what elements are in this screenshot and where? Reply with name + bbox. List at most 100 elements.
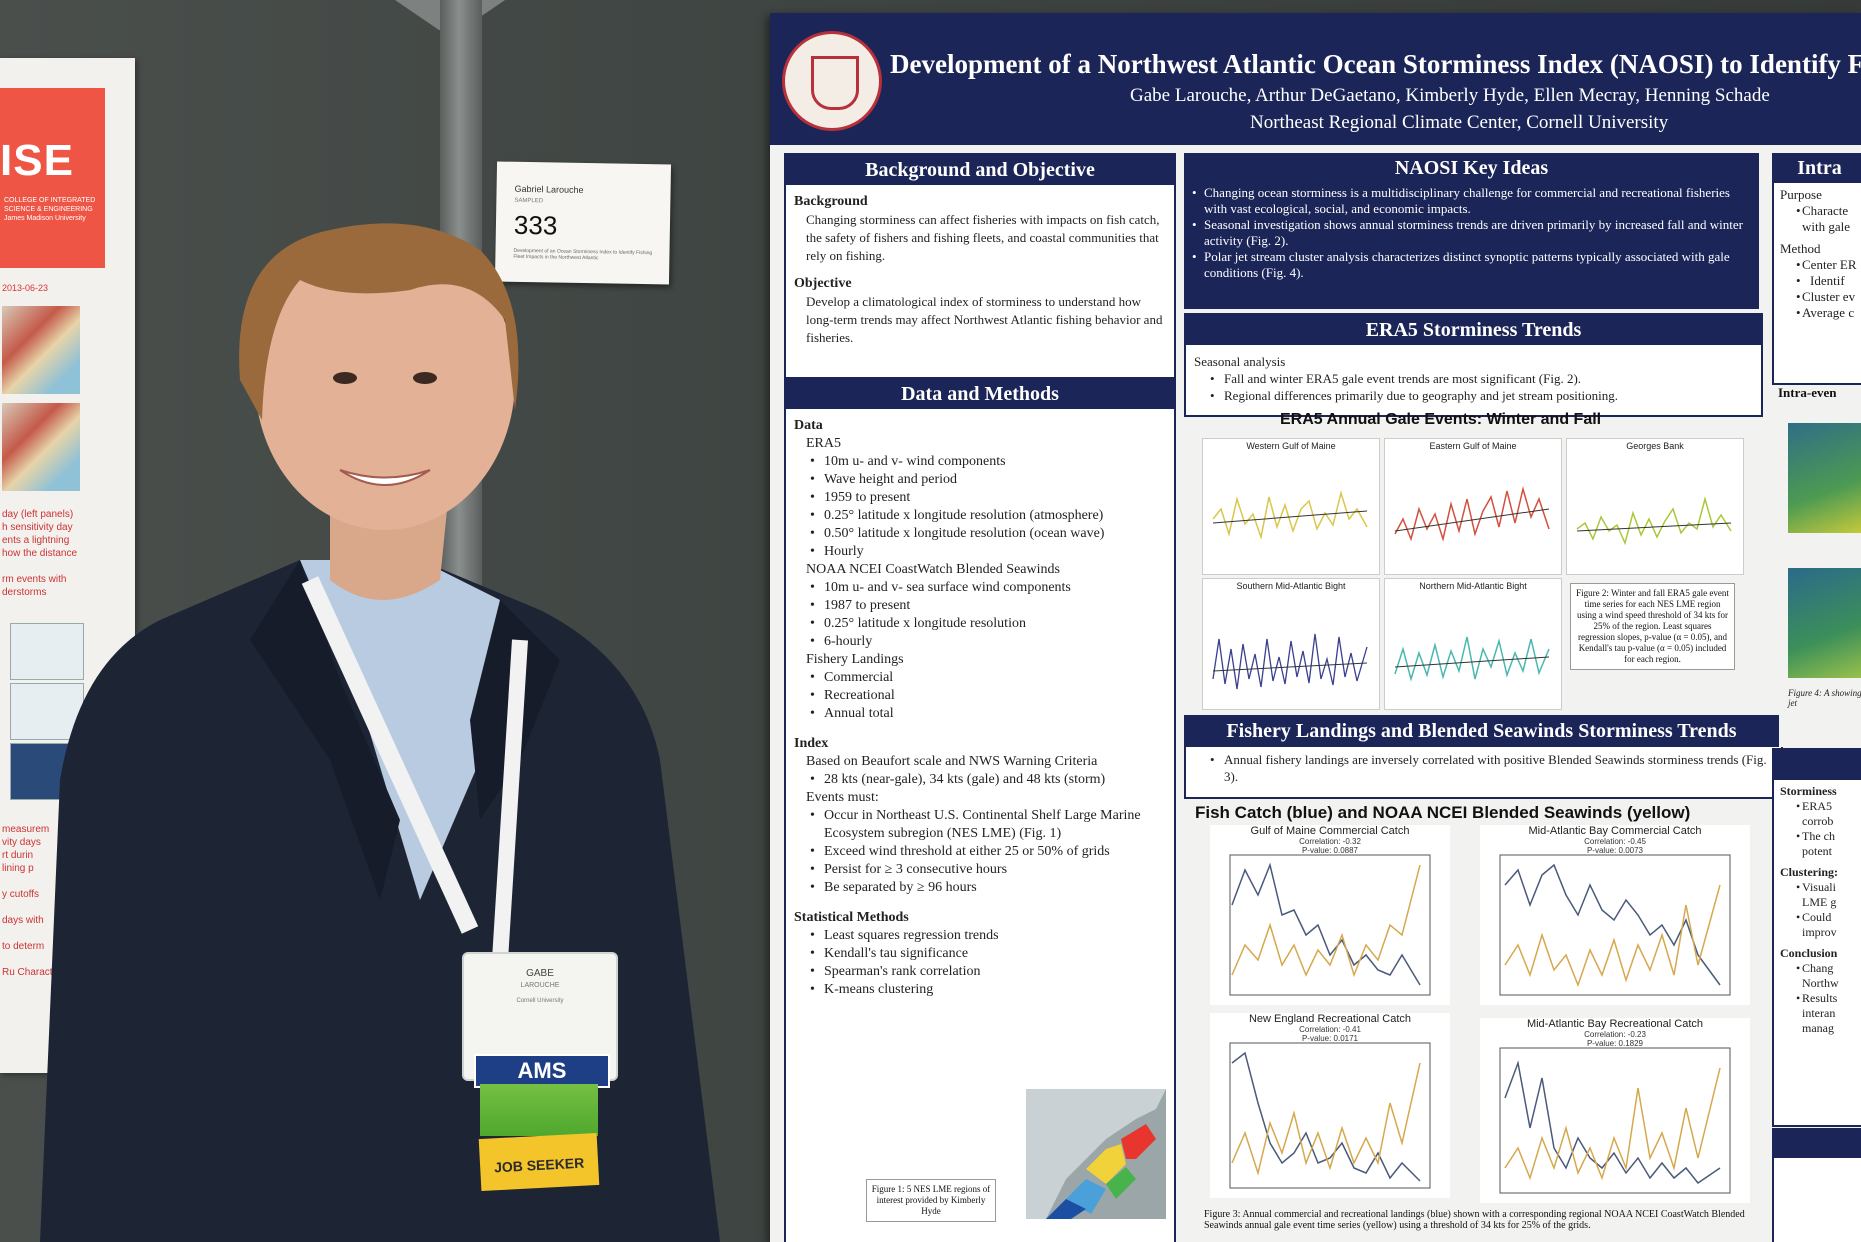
ams-logo: AMS xyxy=(474,1054,610,1088)
subheading: Clustering: xyxy=(1780,865,1838,879)
era5-panel-southern-mab: Southern Mid-Atlantic Bight xyxy=(1202,578,1380,710)
list-item: Polar jet stream cluster analysis charac… xyxy=(1190,249,1753,281)
list-item: Annual total xyxy=(794,705,1166,723)
list-item: Commercial xyxy=(794,669,1166,687)
poster-title: Development of a Northwest Atlantic Ocea… xyxy=(890,49,1861,79)
section-heading-intra: Intra xyxy=(1772,153,1861,183)
section-conclusions: Storminess ERA5 corrob The ch potent Clu… xyxy=(1772,748,1861,1127)
fishery-label: Fishery Landings xyxy=(806,652,904,667)
list-item: ERA5 corrob xyxy=(1780,799,1861,829)
era5-panel-georges-bank: Georges Bank xyxy=(1566,438,1744,575)
left-poster-map-2 xyxy=(2,403,80,491)
job-seeker-ribbon: JOB SEEKER xyxy=(478,1132,600,1192)
list-item: 0.50° latitude x longitude resolution (o… xyxy=(794,525,1166,543)
figure-1-caption: Figure 1: 5 NES LME regions of interest … xyxy=(866,1179,996,1222)
era5-panel-western-gulf: Western Gulf of Maine xyxy=(1202,438,1380,575)
list-item: Changing ocean storminess is a multidisc… xyxy=(1190,185,1753,217)
poster-authors: Gabe Larouche, Arthur DeGaetano, Kimberl… xyxy=(1130,85,1770,106)
badge-org: Cornell University xyxy=(516,998,564,1004)
figure-3-caption: Figure 3: Annual commercial and recreati… xyxy=(1200,1205,1768,1235)
list-item: 0.25° latitude x longitude resolution (a… xyxy=(794,507,1166,525)
section-background: Background and Objective Background Chan… xyxy=(784,153,1176,379)
list-item: Cluster ev xyxy=(1780,289,1861,305)
section-fishery-trends: Annual fishery landings are inversely co… xyxy=(1184,747,1783,799)
background-text: Changing storminess can affect fisheries… xyxy=(806,212,1160,263)
left-poster-text-1: day (left panels) h sensitivity day ents… xyxy=(2,509,78,598)
list-item: Regional differences primarily due to ge… xyxy=(1194,387,1753,404)
research-poster: Development of a Northwest Atlantic Ocea… xyxy=(770,13,1861,1242)
figure-2-caption: Figure 2: Winter and fall ERA5 gale even… xyxy=(1570,583,1735,670)
references xyxy=(1772,1158,1861,1242)
list-item: Visuali LME g xyxy=(1780,880,1861,910)
list-item: Hourly xyxy=(794,543,1166,561)
conference-badge: GABE LAROUCHE Cornell University AMS JOB… xyxy=(462,952,618,1192)
section-data-methods: Data and Methods Data ERA5 10m u- and v-… xyxy=(784,377,1176,1242)
list-item: K-means clustering xyxy=(794,981,1166,999)
list-item: Be separated by ≥ 96 hours xyxy=(794,879,1166,897)
list-item: Kendall's tau significance xyxy=(794,945,1166,963)
list-item: 10m u- and v- sea surface wind component… xyxy=(794,579,1166,597)
poster-affiliation: Northeast Regional Climate Center, Corne… xyxy=(1250,112,1669,133)
chart-mid-atlantic-commercial: Mid-Atlantic Bay Commercial Catch Correl… xyxy=(1480,825,1750,1005)
list-item: 1959 to present xyxy=(794,489,1166,507)
list-item: Could improv xyxy=(1780,910,1861,940)
left-poster-text-2: measurem vity days rt durin lining p y c… xyxy=(2,824,53,978)
list-item: Chang Northw xyxy=(1780,961,1861,991)
subheading: Storminess xyxy=(1780,784,1837,798)
left-poster-small-map-2 xyxy=(10,683,84,740)
list-item: Identif xyxy=(1780,273,1861,289)
figure-4-caption: Figure 4: A showing jet xyxy=(1788,688,1861,708)
list-item: 0.25° latitude x longitude resolution xyxy=(794,615,1166,633)
subheading: Index xyxy=(794,736,829,751)
list-item: Average c xyxy=(1780,305,1861,321)
badge-ribbon-green xyxy=(480,1084,598,1136)
list-item: 28 kts (near-gale), 34 kts (gale) and 48… xyxy=(794,771,1166,789)
section-heading: NAOSI Key Ideas xyxy=(1394,157,1549,179)
left-poster-small-map-1 xyxy=(10,623,84,680)
list-item: Recreational xyxy=(794,687,1166,705)
section-heading: Background and Objective xyxy=(786,155,1174,185)
list-item: 10m u- and v- wind components xyxy=(794,453,1166,471)
list-item: Annual fishery landings are inversely co… xyxy=(1194,751,1773,785)
references-heading xyxy=(1772,1128,1861,1158)
chart-mid-atlantic-recreational: Mid-Atlantic Bay Recreational Catch Corr… xyxy=(1480,1018,1750,1203)
left-poster-banner: ISE COLLEGE OF INTEGRATED SCIENCE & ENGI… xyxy=(0,88,105,268)
list-item: Seasonal investigation shows annual stor… xyxy=(1190,217,1753,249)
list-item: 1987 to present xyxy=(794,597,1166,615)
fishery-chart-title: Fish Catch (blue) and NOAA NCEI Blended … xyxy=(1195,803,1691,822)
banner-subtitle: COLLEGE OF INTEGRATED SCIENCE & ENGINEER… xyxy=(4,197,96,222)
index-text: Based on Beaufort scale and NWS Warning … xyxy=(806,754,1098,769)
list-item: Least squares regression trends xyxy=(794,927,1166,945)
list-item: Characte with gale xyxy=(1780,203,1861,235)
section-heading-fishery: Fishery Landings and Blended Seawinds St… xyxy=(1184,715,1779,747)
ncei-label: NOAA NCEI CoastWatch Blended Seawinds xyxy=(806,562,1060,577)
left-poster-date: 2013-06-23 xyxy=(2,283,49,293)
era5-panel-eastern-gulf: Eastern Gulf of Maine xyxy=(1384,438,1562,575)
chart-gulf-maine-commercial: Gulf of Maine Commercial Catch Correlati… xyxy=(1210,825,1450,1005)
banner-logo: ISE xyxy=(0,136,74,185)
badge-first-name: GABE xyxy=(526,968,554,979)
list-item: The ch potent xyxy=(1780,829,1861,859)
list-item: Occur in Northeast U.S. Continental Shel… xyxy=(794,807,1166,843)
subheading: Background xyxy=(794,194,868,209)
subheading: Purpose xyxy=(1780,187,1822,202)
list-item: Spearman's rank correlation xyxy=(794,963,1166,981)
intra-event-title: Intra-even xyxy=(1778,385,1837,400)
events-label: Events must: xyxy=(806,790,879,805)
list-item: Wave height and period xyxy=(794,471,1166,489)
list-item: Fall and winter ERA5 gale event trends a… xyxy=(1194,370,1753,387)
era5-chart-title: ERA5 Annual Gale Events: Winter and Fall xyxy=(1280,411,1602,428)
person-standing xyxy=(40,223,720,1242)
university-seal-icon xyxy=(782,31,882,131)
subheading: Statistical Methods xyxy=(794,910,909,925)
section-heading: Data and Methods xyxy=(786,379,1174,409)
list-item: Persist for ≥ 3 consecutive hours xyxy=(794,861,1166,879)
era5-label: ERA5 xyxy=(806,436,841,451)
section-heading: ERA5 Storminess Trends xyxy=(1186,315,1761,345)
nes-lme-map xyxy=(1026,1089,1166,1219)
jet-stream-map-1 xyxy=(1788,423,1861,533)
badge-card: GABE LAROUCHE Cornell University AMS xyxy=(462,952,618,1088)
subheading: Conclusion xyxy=(1780,946,1838,960)
subheading: Data xyxy=(794,418,823,433)
list-item: 6-hourly xyxy=(794,633,1166,651)
